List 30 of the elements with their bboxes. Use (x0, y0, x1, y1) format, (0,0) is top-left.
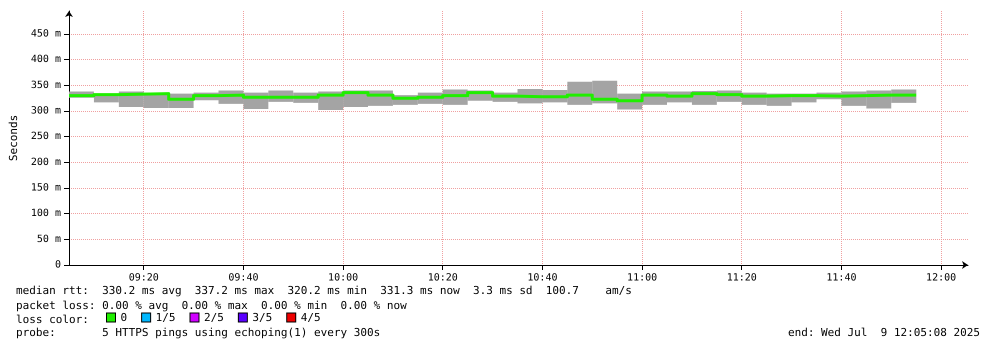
y-axis-title: Seconds (7, 114, 20, 162)
x-tick-label: 09:40 (228, 272, 258, 284)
y-tick-label: 400 m (30, 54, 61, 66)
y-tick-label: 450 m (30, 28, 61, 40)
x-tick-label: 11:20 (726, 272, 757, 284)
y-tick-label: 250 m (30, 131, 61, 142)
x-tick-label: 10:40 (527, 272, 558, 284)
y-tick-label: 150 m (30, 182, 61, 194)
legend-title: loss color: (16, 313, 89, 326)
text: probe: 5 HTTPS pings using echoping(1) every 300s (16, 326, 380, 339)
legend-label: 1/5 (156, 311, 176, 324)
y-tick-label: 300 m (30, 106, 61, 117)
text: packet loss: 0.00 % avg 0.00 % max 0.00 % min 0.00 % now (16, 299, 408, 312)
y-tick-label: 200 m (30, 156, 61, 168)
x-tick-label: 11:00 (627, 272, 658, 284)
text: end: Wed Jul 9 12:05:08 2025 (788, 326, 980, 339)
x-tick-label: 10:00 (328, 272, 358, 284)
legend-label: 3/5 (252, 311, 272, 324)
x-tick-label: 11:40 (826, 272, 856, 284)
y-tick-label: 100 m (30, 208, 61, 220)
x-tick-label: 10:20 (428, 272, 458, 284)
legend-label: 4/5 (300, 311, 321, 324)
legend-label: 2/5 (204, 311, 224, 324)
y-tick-label: 0 (54, 260, 61, 270)
x-tick-label: 12:00 (926, 272, 956, 284)
y-tick-label: 50 m (36, 234, 61, 245)
legend-label: 0 (120, 311, 128, 324)
y-tick-label: 350 m (30, 80, 61, 91)
x-tick-label: 09:20 (128, 272, 159, 284)
text: median rtt: 330.2 ms avg 337.2 ms max 320.2 ms min 331.3 ms now 3.3 ms sd 100.7 am/s (16, 284, 632, 297)
